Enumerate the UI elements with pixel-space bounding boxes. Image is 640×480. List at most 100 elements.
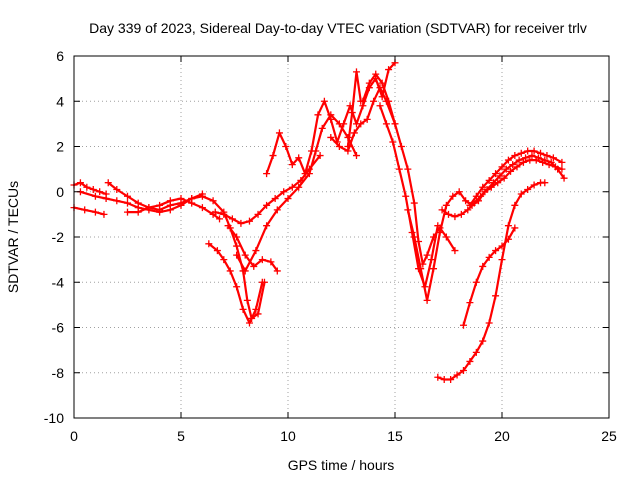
data-point [352,152,360,160]
data-point [504,222,512,230]
data-point [410,199,418,207]
data-point [466,201,474,209]
data-point [263,201,271,209]
data-point [541,156,549,164]
data-point [252,305,260,313]
data-point [166,197,174,205]
series-line [329,86,397,153]
data-point [104,179,112,187]
data-point [498,163,506,171]
data-point [327,133,335,141]
data-point [96,188,104,196]
data-point [434,373,442,381]
data-point [89,185,97,193]
data-point [410,233,418,241]
data-point [434,222,442,230]
data-point [430,265,438,273]
data-point [239,305,247,313]
data-point [352,68,360,76]
data-point [511,152,519,160]
series-line [462,226,516,327]
data-point [423,251,431,259]
data-point [233,251,241,259]
data-point [489,179,497,187]
series-line [214,154,322,225]
data-point [233,242,241,250]
data-point [282,143,290,150]
data-point [397,143,405,150]
data-point [451,247,459,255]
data-point [318,124,326,132]
data-point [295,154,303,162]
data-point [438,206,446,214]
data-series-sat-02 [70,204,108,218]
data-point [466,299,474,307]
data-point [273,267,281,275]
series-line [406,159,564,302]
data-point [472,348,480,356]
data-point [102,195,110,203]
series-line [468,149,564,207]
data-point [492,292,500,300]
data-point [220,210,228,218]
series-line [227,224,279,272]
series-line [346,70,362,148]
data-point [284,195,292,203]
data-point [224,222,232,230]
data-point [254,310,262,318]
data-point [472,192,480,200]
x-tick-label: 10 [280,428,296,444]
x-tick-label: 20 [494,428,510,444]
data-point [220,256,228,264]
data-point [423,296,431,304]
data-point [275,129,283,137]
data-point [549,154,557,162]
data-point [271,195,279,203]
data-point [241,267,249,275]
data-point [314,111,322,119]
data-point [519,158,527,166]
data-point [492,247,500,255]
x-axis-label: GPS time / hours [288,457,395,473]
data-point [124,208,131,216]
data-point [76,179,84,187]
data-point [541,179,549,187]
data-point [350,129,358,137]
data-point [211,208,219,216]
data-point [177,201,185,209]
data-point [226,267,234,275]
data-point [389,138,397,146]
data-point [479,337,487,345]
data-point [464,206,472,214]
series-line [126,197,221,220]
data-series-sat-05 [124,195,224,223]
data-point [530,181,538,189]
data-point [348,109,356,117]
data-point [511,201,519,209]
data-series-sat-04 [76,188,268,322]
data-point [459,366,467,374]
data-point [442,233,450,241]
data-point [485,176,493,184]
data-point [288,183,296,191]
data-point [113,197,121,205]
data-point [295,183,303,191]
data-series-sat-06 [205,240,266,327]
data-point [198,192,206,200]
chart-title: Day 339 of 2023, Sidereal Day-to-day VTE… [89,20,587,36]
data-point [245,217,253,225]
data-point [263,170,271,178]
data-point [233,283,241,291]
data-point [455,188,463,196]
data-point [365,79,373,87]
data-point [301,170,309,178]
data-point [320,97,328,105]
data-point [496,172,504,180]
data-point [188,199,196,207]
data-point [524,185,532,193]
x-tick-label: 0 [70,428,78,444]
data-series-sat-14 [376,102,442,291]
data-point [498,256,506,264]
data-point [363,115,371,123]
data-series-sat-09 [211,152,324,227]
